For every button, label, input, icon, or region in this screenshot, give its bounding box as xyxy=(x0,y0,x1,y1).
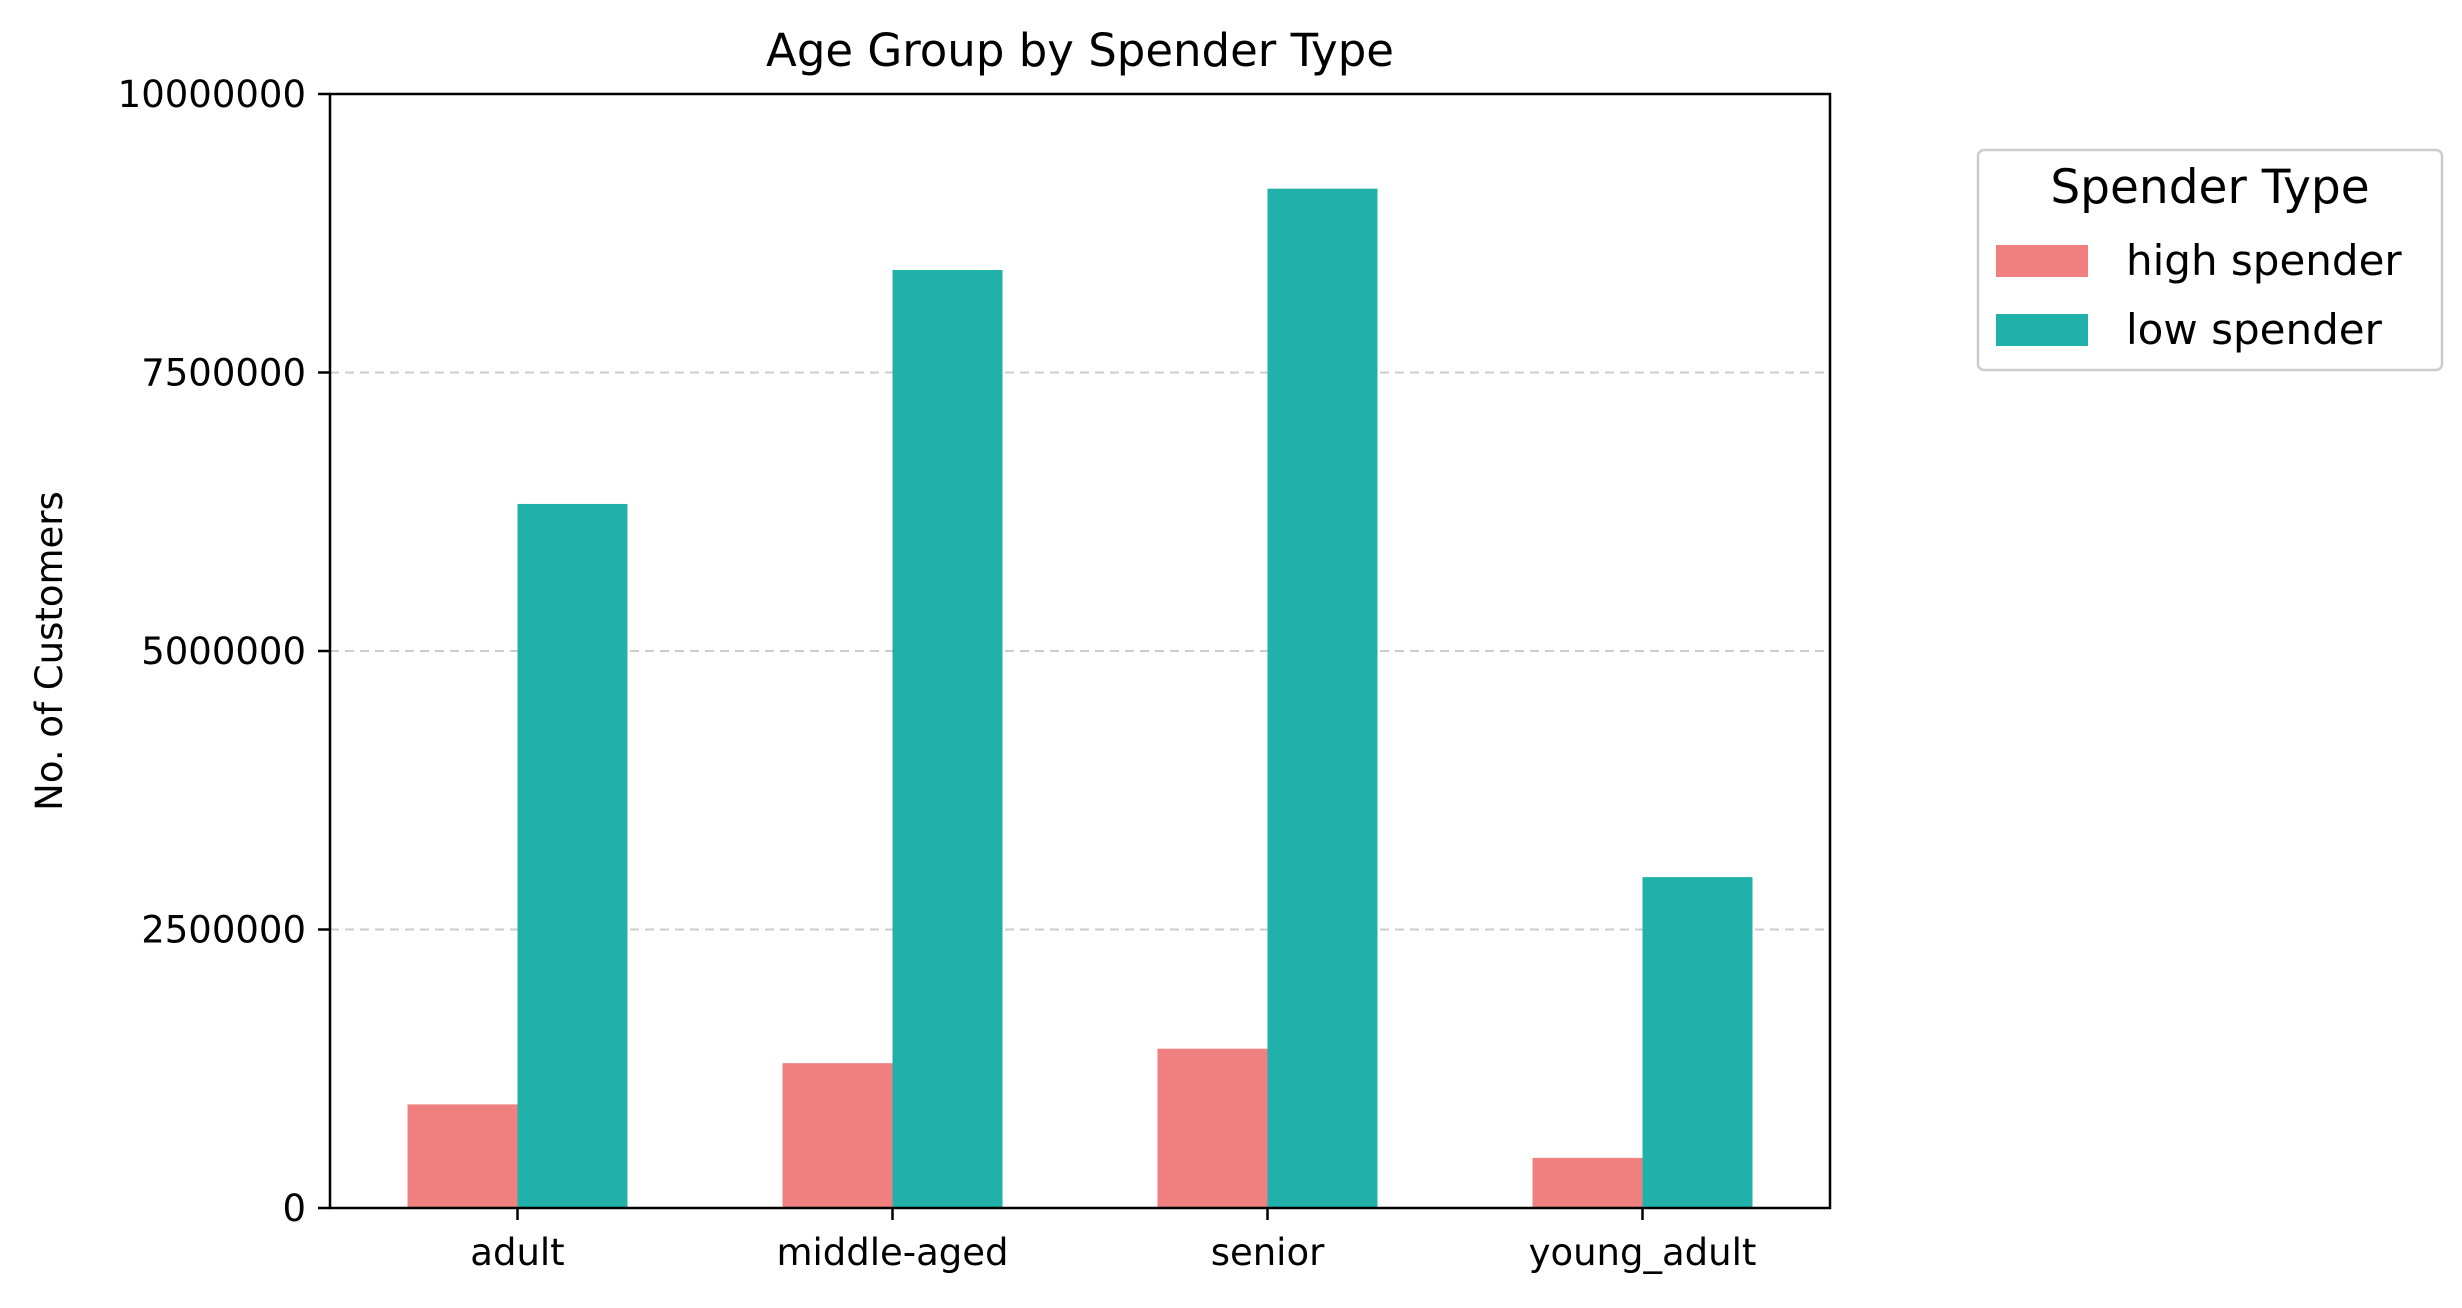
legend-label: low spender xyxy=(2126,305,2383,354)
y-tick-label: 10000000 xyxy=(118,73,306,116)
x-tick-label: middle-aged xyxy=(776,1231,1008,1274)
x-tick-label: adult xyxy=(470,1231,564,1274)
bar-low-spender-middle-aged xyxy=(892,270,1003,1209)
x-axis-ticks: adult middle-aged senior young_adult xyxy=(470,1208,1756,1274)
y-tick-label: 2500000 xyxy=(141,909,306,952)
bar-high-spender-young_adult xyxy=(1532,1157,1643,1208)
bar-low-spender-young_adult xyxy=(1642,877,1753,1208)
legend: Spender Type high spender low spender xyxy=(1976,148,2444,372)
legend-swatch xyxy=(1996,314,2088,346)
y-tick-label: 0 xyxy=(282,1187,306,1230)
y-tick-label: 7500000 xyxy=(141,352,306,395)
x-tick-label: young_adult xyxy=(1529,1231,1757,1274)
legend-title: Spender Type xyxy=(2050,160,2369,215)
bars xyxy=(407,188,1753,1209)
legend-label: high spender xyxy=(2126,236,2402,285)
gridlines xyxy=(330,371,1830,931)
bar-high-spender-middle-aged xyxy=(782,1063,893,1208)
legend-box xyxy=(1976,148,2444,372)
bar-low-spender-adult xyxy=(517,503,628,1208)
legend-items: high spender low spender xyxy=(1996,236,2402,354)
bar-high-spender-adult xyxy=(407,1104,518,1208)
y-tick-label: 5000000 xyxy=(141,630,306,673)
bar-high-spender-senior xyxy=(1157,1048,1268,1208)
legend-swatch xyxy=(1996,245,2088,277)
x-tick-label: senior xyxy=(1211,1231,1325,1274)
chart-title: Age Group by Spender Type xyxy=(766,24,1394,77)
y-axis-label: No. of Customers xyxy=(28,491,71,811)
y-axis-ticks: 0 2500000 5000000 7500000 10000000 xyxy=(118,73,330,1230)
bar-low-spender-senior xyxy=(1267,188,1378,1208)
